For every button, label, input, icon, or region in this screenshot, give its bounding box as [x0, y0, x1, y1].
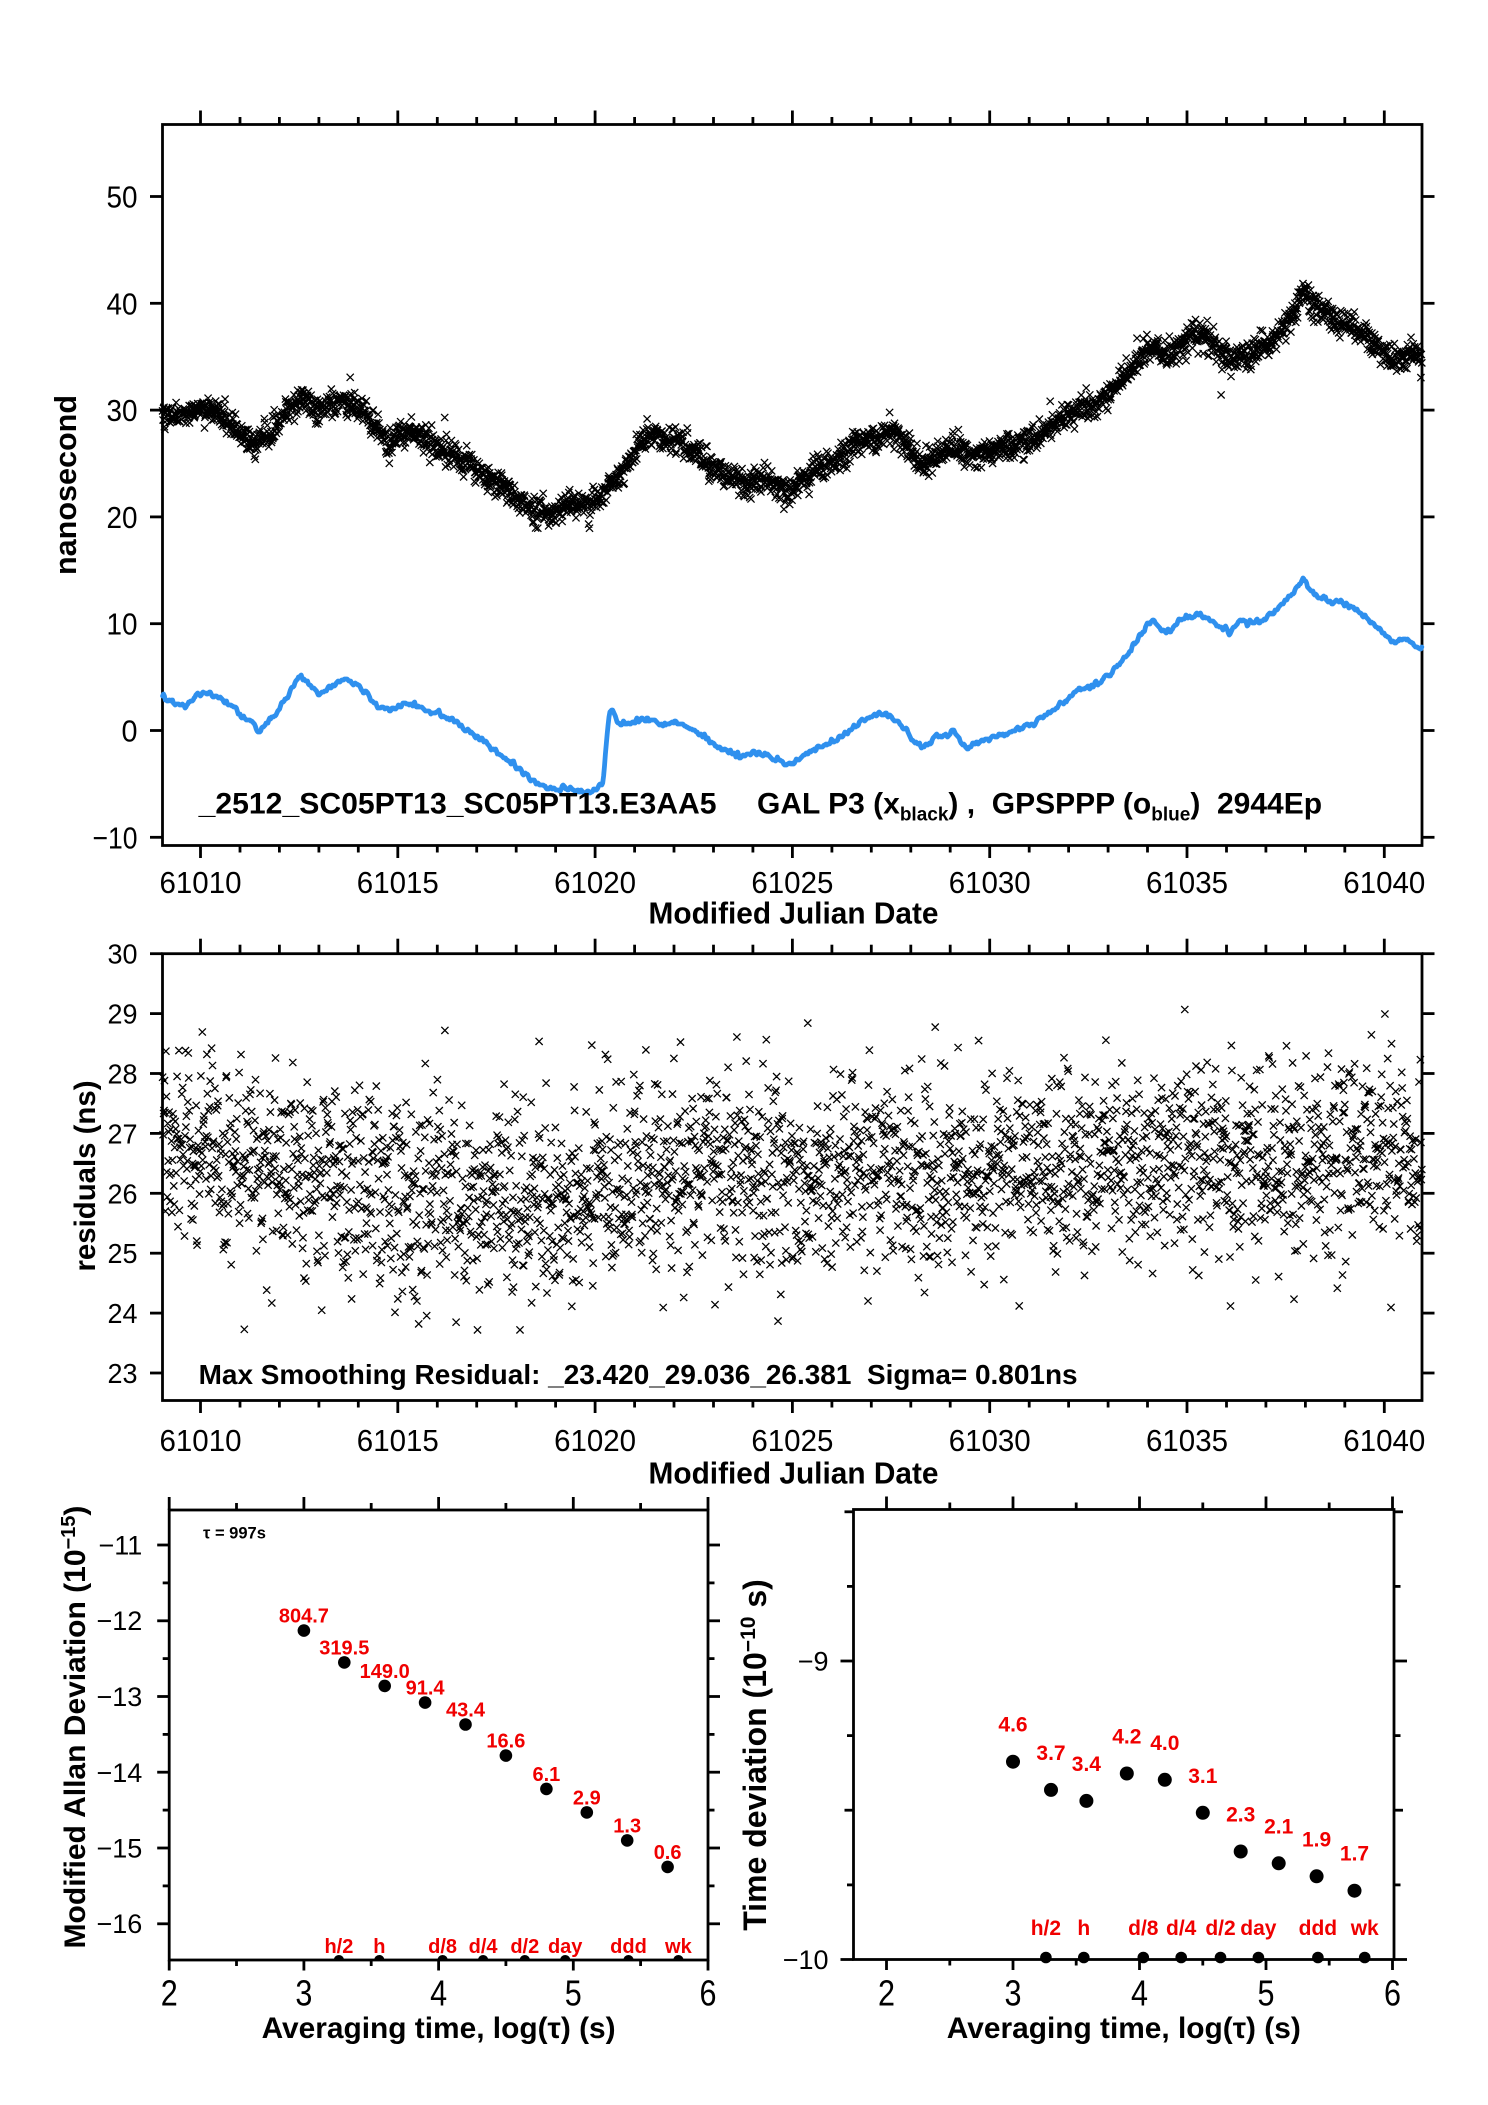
- svg-text:ddd: ddd: [1299, 1917, 1337, 1940]
- svg-text:d/4: d/4: [1166, 1917, 1197, 1940]
- svg-text:61020: 61020: [554, 1423, 636, 1458]
- svg-text:26: 26: [108, 1178, 138, 1209]
- svg-text:319.5: 319.5: [319, 1637, 369, 1659]
- svg-text:30: 30: [107, 393, 138, 428]
- svg-text:149.0: 149.0: [360, 1661, 410, 1683]
- svg-text:61025: 61025: [751, 865, 833, 900]
- svg-text:10: 10: [107, 607, 138, 642]
- svg-text:61030: 61030: [949, 1423, 1031, 1458]
- svg-text:61035: 61035: [1146, 865, 1228, 900]
- svg-text:d/2: d/2: [1205, 1917, 1235, 1940]
- svg-text:4.6: 4.6: [998, 1714, 1027, 1737]
- svg-text:−14: −14: [96, 1758, 142, 1788]
- svg-text:24: 24: [108, 1298, 138, 1329]
- svg-text:23: 23: [108, 1358, 138, 1389]
- svg-text:2: 2: [161, 1973, 178, 2014]
- svg-text:day: day: [1240, 1917, 1277, 1940]
- svg-text:1.7: 1.7: [1340, 1843, 1369, 1866]
- svg-text:43.4: 43.4: [446, 1700, 486, 1722]
- svg-text:61035: 61035: [1146, 1423, 1228, 1458]
- svg-text:61020: 61020: [554, 865, 636, 900]
- svg-text:d/8: d/8: [1128, 1917, 1159, 1940]
- svg-text:61015: 61015: [357, 865, 439, 900]
- svg-text:30: 30: [108, 939, 138, 970]
- svg-text:h: h: [1077, 1917, 1090, 1940]
- svg-text:h: h: [373, 1936, 385, 1958]
- svg-text:2.9: 2.9: [573, 1787, 601, 1809]
- svg-text:25: 25: [108, 1238, 138, 1269]
- svg-text:Averaging time, log(τ) (s): Averaging time, log(τ) (s): [262, 2012, 616, 2045]
- svg-text:3: 3: [1005, 1973, 1022, 2014]
- svg-text:61010: 61010: [160, 1423, 242, 1458]
- svg-text:Modified Julian Date: Modified Julian Date: [649, 896, 939, 931]
- svg-text:h/2: h/2: [324, 1936, 353, 1958]
- svg-text:3: 3: [295, 1973, 312, 2014]
- svg-text:61040: 61040: [1343, 1423, 1425, 1458]
- svg-text:6: 6: [700, 1973, 717, 2014]
- svg-text:day: day: [548, 1936, 583, 1958]
- svg-text:2: 2: [878, 1973, 895, 2014]
- svg-text:1.9: 1.9: [1302, 1828, 1331, 1851]
- svg-text:804.7: 804.7: [279, 1606, 329, 1628]
- svg-text:0.6: 0.6: [654, 1842, 682, 1864]
- svg-text:−13: −13: [96, 1682, 142, 1712]
- svg-text:2.1: 2.1: [1264, 1815, 1294, 1838]
- svg-text:61010: 61010: [160, 865, 242, 900]
- svg-text:GAL P3 (xblack) , GPSPPP (obl: GAL P3 (xblack) , GPSPPP (oblue) 2944Ep: [757, 788, 1322, 826]
- svg-text:Modified Julian Date: Modified Julian Date: [649, 1456, 939, 1491]
- svg-text:4.2: 4.2: [1112, 1726, 1141, 1749]
- svg-text:residuals (ns): residuals (ns): [69, 1081, 102, 1272]
- svg-text:Averaging time, log(τ) (s): Averaging time, log(τ) (s): [947, 2012, 1301, 2045]
- svg-text:2.3: 2.3: [1226, 1804, 1255, 1827]
- svg-text:−16: −16: [96, 1909, 142, 1939]
- svg-text:−15: −15: [96, 1834, 142, 1864]
- svg-text:27: 27: [108, 1118, 138, 1149]
- svg-text:d/2: d/2: [510, 1936, 539, 1958]
- svg-text:_2512_SC05PT13_SC05PT13.E3AA5: _2512_SC05PT13_SC05PT13.E3AA5: [198, 788, 717, 821]
- svg-text:29: 29: [108, 999, 138, 1030]
- svg-text:wk: wk: [1350, 1917, 1379, 1940]
- svg-text:50: 50: [107, 180, 138, 215]
- svg-text:61025: 61025: [751, 1423, 833, 1458]
- svg-text:4: 4: [430, 1973, 447, 2014]
- svg-text:61030: 61030: [949, 865, 1031, 900]
- svg-text:5: 5: [1258, 1973, 1275, 2014]
- svg-text:Modified Allan Deviation (10−1: Modified Allan Deviation (10−15): [58, 1506, 92, 1949]
- svg-text:d/8: d/8: [428, 1936, 457, 1958]
- svg-text:5: 5: [565, 1973, 582, 2014]
- svg-text:0: 0: [122, 714, 138, 749]
- svg-text:16.6: 16.6: [486, 1731, 525, 1753]
- svg-text:4.0: 4.0: [1150, 1732, 1179, 1755]
- svg-text:6: 6: [1384, 1973, 1401, 2014]
- svg-text:−9: −9: [798, 1647, 829, 1677]
- svg-text:d/4: d/4: [469, 1936, 499, 1958]
- svg-text:τ = 997s: τ = 997s: [203, 1525, 266, 1543]
- svg-text:40: 40: [107, 286, 138, 321]
- svg-text:Max Smoothing Residual: _23.42: Max Smoothing Residual: _23.420_29.036_2…: [199, 1359, 1078, 1390]
- svg-text:3.7: 3.7: [1036, 1742, 1065, 1765]
- svg-text:6.1: 6.1: [532, 1764, 560, 1786]
- svg-text:4: 4: [1131, 1973, 1148, 2014]
- svg-text:−12: −12: [96, 1606, 142, 1636]
- svg-text:−10: −10: [93, 820, 138, 855]
- svg-text:3.4: 3.4: [1072, 1753, 1102, 1776]
- svg-text:wk: wk: [664, 1936, 693, 1958]
- svg-text:3.1: 3.1: [1188, 1765, 1218, 1788]
- svg-text:nanosecond: nanosecond: [48, 395, 83, 575]
- svg-text:61015: 61015: [357, 1423, 439, 1458]
- svg-text:h/2: h/2: [1031, 1917, 1061, 1940]
- svg-text:61040: 61040: [1343, 865, 1425, 900]
- svg-text:ddd: ddd: [610, 1936, 647, 1958]
- svg-text:1.3: 1.3: [613, 1815, 641, 1837]
- svg-text:−11: −11: [99, 1531, 143, 1561]
- svg-text:20: 20: [107, 500, 138, 535]
- svg-text:28: 28: [108, 1059, 138, 1090]
- svg-text:−10: −10: [783, 1945, 829, 1975]
- svg-text:91.4: 91.4: [406, 1678, 446, 1700]
